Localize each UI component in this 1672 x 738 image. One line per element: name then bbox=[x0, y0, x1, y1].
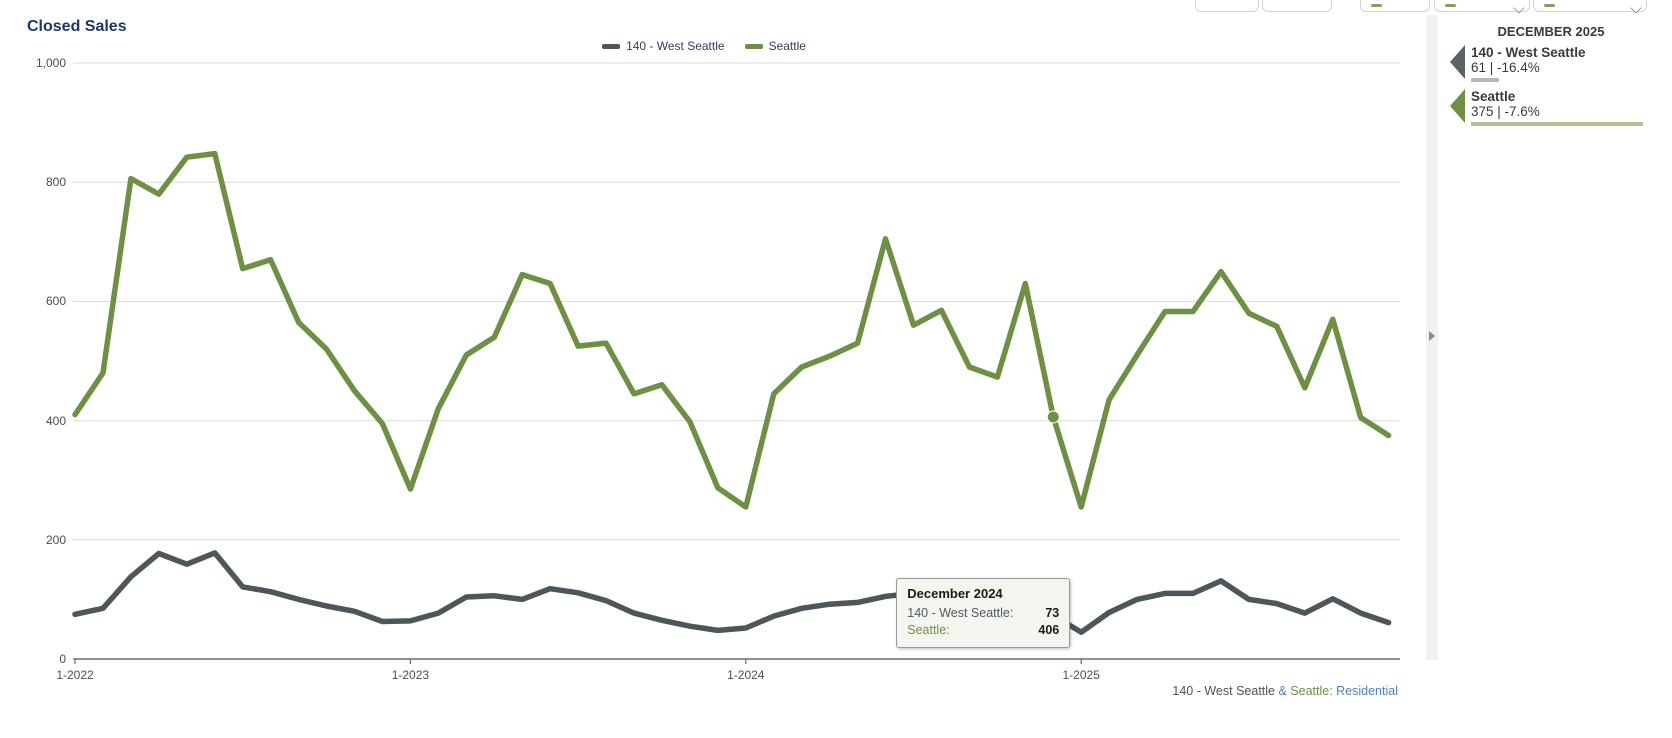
tooltip-series-label: 140 - West Seattle: bbox=[907, 606, 1014, 621]
legend-swatch-west-seattle-icon bbox=[602, 43, 621, 49]
decrease-arrow-icon bbox=[1450, 45, 1465, 79]
panel-series-value: 375 | -7.6% bbox=[1471, 104, 1540, 119]
panel-series-name: 140 - West Seattle bbox=[1471, 45, 1586, 60]
toolbar-dropdown-stub[interactable] bbox=[1533, 0, 1647, 14]
toolbar-button-stub[interactable] bbox=[1360, 0, 1430, 12]
x-axis-tick-label: 1-2022 bbox=[56, 668, 94, 682]
footer-ampersand: & bbox=[1278, 684, 1291, 698]
series-color-dash-icon bbox=[1371, 4, 1382, 7]
series-line--west-seattle bbox=[72, 550, 1392, 635]
legend-label: Seattle bbox=[768, 39, 806, 53]
panel-mini-bar bbox=[1471, 122, 1643, 126]
footer-series-text: 140 - West Seattle bbox=[1172, 684, 1279, 698]
y-axis-tick-label: 800 bbox=[45, 175, 66, 190]
legend-item-seattle[interactable]: Seattle bbox=[744, 39, 806, 53]
page-title: Closed Sales bbox=[27, 18, 127, 35]
y-axis-tick-label: 600 bbox=[45, 294, 66, 309]
toolbar-button-stub[interactable] bbox=[1262, 0, 1332, 12]
legend-item-west-seattle[interactable]: 140 - West Seattle bbox=[602, 39, 725, 53]
panel-series-name: Seattle bbox=[1471, 89, 1516, 104]
hover-marker-dot bbox=[1046, 410, 1060, 424]
chart-footer-caption: 140 - West Seattle & Seattle: Residentia… bbox=[998, 684, 1398, 698]
tooltip-series-value: 406 bbox=[1038, 623, 1060, 638]
x-axis-tick-label: 1-2025 bbox=[1062, 668, 1100, 682]
chevron-down-icon bbox=[1513, 2, 1525, 14]
tooltip-series-label: Seattle: bbox=[907, 623, 950, 638]
series-line-seattle bbox=[72, 150, 1392, 510]
y-axis-tick-label: 400 bbox=[45, 413, 66, 428]
tooltip-row: 140 - West Seattle: 73 bbox=[907, 605, 1059, 622]
decrease-arrow-icon bbox=[1450, 89, 1465, 123]
chart-tooltip: December 2024 140 - West Seattle: 73 Sea… bbox=[896, 578, 1071, 649]
y-axis-tick-label: 1,000 bbox=[35, 56, 66, 70]
x-axis-tick-label: 1-2023 bbox=[391, 668, 430, 682]
footer-property-type-link[interactable]: Residential bbox=[1332, 684, 1398, 698]
footer-series-text: Seattle: bbox=[1290, 684, 1333, 698]
tooltip-series-value: 73 bbox=[1045, 606, 1060, 621]
y-axis-tick-label: 0 bbox=[59, 652, 66, 666]
panel-mini-bar bbox=[1471, 78, 1499, 82]
x-axis-tick-label: 1-2024 bbox=[727, 668, 765, 682]
chevron-down-icon bbox=[1630, 2, 1642, 14]
panel-series-value: 61 | -16.4% bbox=[1471, 60, 1540, 75]
panel-entry-west-seattle[interactable]: 140 - West Seattle 61 | -16.4% bbox=[1450, 45, 1586, 82]
tooltip-row: Seattle: 406 bbox=[907, 622, 1059, 639]
panel-entry-seattle[interactable]: Seattle 375 | -7.6% bbox=[1450, 89, 1643, 126]
toolbar-dropdown-stub[interactable] bbox=[1434, 0, 1530, 14]
y-axis-tick-label: 200 bbox=[45, 532, 66, 547]
series-color-dash-icon bbox=[1544, 4, 1555, 7]
legend-label: 140 - West Seattle bbox=[626, 39, 725, 53]
tooltip-title: December 2024 bbox=[907, 586, 1003, 602]
panel-expand-icon[interactable] bbox=[1429, 331, 1435, 341]
legend-swatch-seattle-icon bbox=[744, 43, 763, 49]
toolbar-button-stub[interactable] bbox=[1195, 0, 1259, 12]
series-color-dash-icon bbox=[1445, 4, 1456, 7]
panel-period-header: DECEMBER 2025 bbox=[1497, 24, 1605, 39]
chart-legend: 140 - West Seattle Seattle bbox=[0, 39, 1408, 53]
